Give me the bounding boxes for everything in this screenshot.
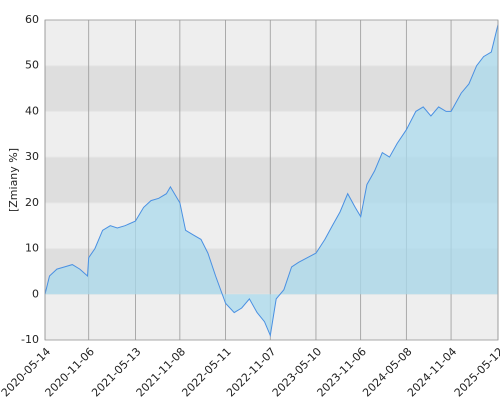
- x-tick-label: 2025-05-12: [452, 345, 500, 399]
- line: [44, 24, 499, 338]
- y-tick-label: 10: [25, 242, 39, 255]
- grid-band: [45, 20, 498, 66]
- y-tick-label: 30: [25, 150, 39, 163]
- y-tick-label: 50: [25, 59, 39, 72]
- y-tick-label: 20: [25, 196, 39, 209]
- y-axis-label: [Zmiany %]: [7, 148, 20, 212]
- area: [45, 24, 498, 336]
- y-tick-label: -10: [21, 333, 39, 346]
- plot-border: [44, 19, 499, 341]
- grid-band: [45, 65, 498, 112]
- y-tick-label: 60: [25, 13, 39, 26]
- y-tick-label: 0: [32, 287, 39, 300]
- y-tick-label: 40: [25, 104, 39, 117]
